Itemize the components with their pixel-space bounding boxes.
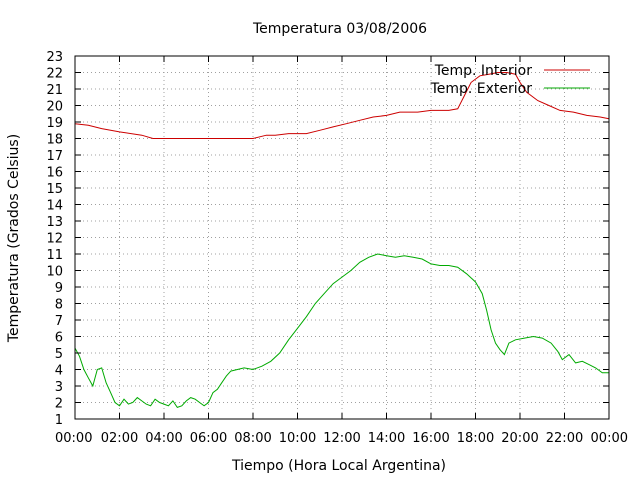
x-tick-label: 20:00	[501, 431, 538, 446]
y-tick-label: 8	[55, 298, 63, 313]
x-tick-label: 22:00	[546, 431, 583, 446]
y-axis-label: Temperatura (Grados Celsius)	[6, 134, 22, 343]
series-line-0	[74, 72, 610, 139]
x-tick-label: 12:00	[323, 431, 360, 446]
y-tick-label: 19	[46, 116, 63, 131]
x-tick-label: 02:00	[101, 431, 138, 446]
y-tick-label: 5	[55, 347, 63, 362]
y-tick-label: 3	[55, 380, 63, 395]
y-tick-label: 12	[46, 232, 63, 247]
y-tick-label: 1	[55, 413, 63, 428]
series-line-1	[74, 253, 609, 409]
x-tick-label: 00:00	[591, 431, 628, 446]
y-tick-label: 17	[46, 149, 63, 164]
legend: Temp. Interior Temp. Exterior	[430, 63, 590, 97]
plot-series	[74, 72, 610, 409]
y-tick-label: 23	[46, 50, 63, 65]
y-tick-label: 4	[55, 364, 63, 379]
y-tick-label: 15	[46, 182, 63, 197]
x-tick-label: 00:00	[55, 431, 92, 446]
y-tick-label: 6	[55, 331, 63, 346]
y-tick-label: 16	[46, 166, 63, 181]
y-tick-label: 2	[55, 397, 63, 412]
y-tick-label: 10	[46, 265, 63, 280]
x-tick-label: 04:00	[145, 431, 182, 446]
chart-title: Temperatura 03/08/2006	[252, 21, 427, 37]
x-tick-label: 16:00	[412, 431, 449, 446]
x-tick-label: 10:00	[279, 431, 316, 446]
plot-border	[74, 55, 610, 420]
y-tick-label: 14	[46, 199, 63, 214]
x-tick-label: 06:00	[190, 431, 227, 446]
x-axis-label: Tiempo (Hora Local Argentina)	[231, 458, 446, 474]
y-tick-label: 9	[55, 281, 63, 296]
y-tick-label: 11	[46, 248, 63, 263]
y-tick-label: 21	[46, 83, 63, 98]
grid-lines	[75, 56, 609, 419]
x-tick-label: 14:00	[368, 431, 405, 446]
axes: 123456789101112131415161718192021222300:…	[46, 50, 628, 446]
y-tick-label: 22	[46, 67, 63, 82]
y-tick-label: 13	[46, 215, 63, 230]
x-tick-label: 18:00	[457, 431, 494, 446]
legend-label: Temp. Exterior	[430, 81, 533, 97]
y-tick-label: 18	[46, 133, 63, 148]
y-tick-label: 7	[55, 314, 63, 329]
y-tick-label: 20	[46, 100, 63, 115]
legend-label: Temp. Interior	[434, 63, 533, 79]
x-tick-label: 08:00	[234, 431, 271, 446]
